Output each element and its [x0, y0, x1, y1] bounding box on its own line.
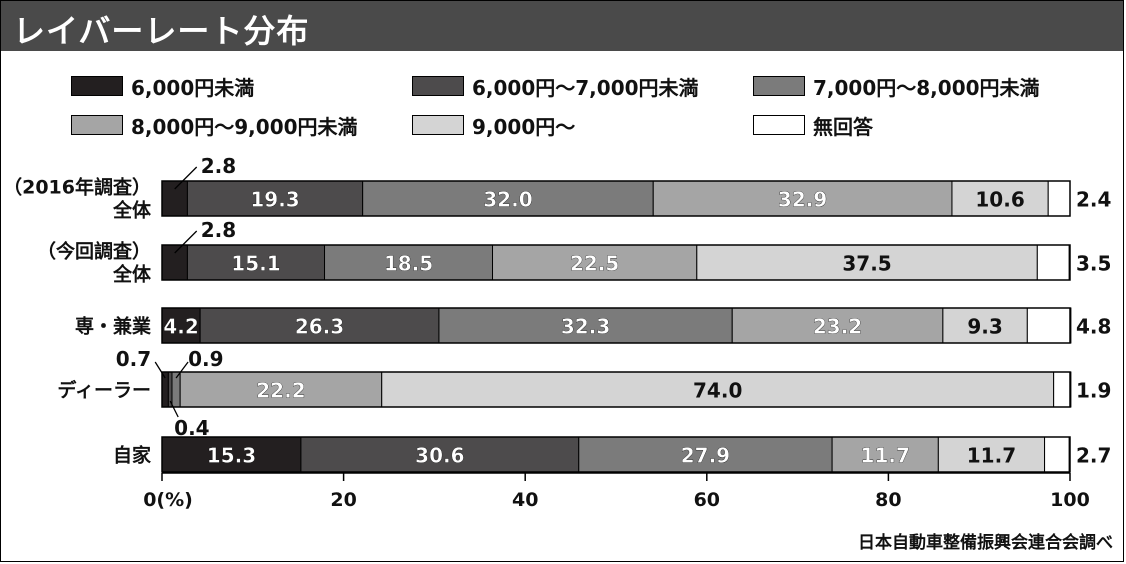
data-label: 32.3 — [561, 315, 610, 339]
bar-segment — [186, 180, 364, 217]
bar-segment — [1036, 244, 1070, 281]
bar-segment — [951, 180, 1049, 217]
data-label: 2.8 — [201, 154, 236, 178]
bar-segment — [324, 244, 494, 281]
bar-segment — [1047, 180, 1071, 217]
data-label: 19.3 — [250, 188, 299, 212]
category-label: 全体 — [112, 263, 152, 286]
category-label: （今回調査） — [37, 240, 151, 263]
data-label: 9.3 — [967, 315, 1002, 339]
bar-outline — [161, 307, 1071, 344]
data-label: 74.0 — [693, 379, 742, 403]
data-label: 3.5 — [1076, 252, 1111, 276]
data-label: 32.0 — [483, 188, 532, 212]
bar-segment — [161, 244, 188, 281]
data-label: 26.3 — [295, 315, 344, 339]
x-tick-label: 80 — [875, 489, 901, 511]
bar-outline — [161, 180, 1071, 217]
x-tick-label: 40 — [512, 489, 538, 511]
category-label: 全体 — [112, 199, 152, 222]
data-label: 22.2 — [256, 379, 305, 403]
callout-line — [175, 361, 189, 379]
legend-swatch — [753, 115, 805, 135]
bar-segment — [652, 180, 953, 217]
data-label: 15.1 — [231, 252, 280, 276]
bar-segment — [1053, 371, 1072, 408]
legend-item-9000-plus: 9,000円～ — [412, 114, 575, 139]
bar-segment — [492, 244, 698, 281]
legend-item-6000-7000: 6,000円～7,000円未満 — [412, 75, 699, 100]
x-tick-label: 100 — [1050, 489, 1090, 511]
legend-item-7000-8000: 7,000円～8,000円未満 — [753, 75, 1040, 100]
callout-line — [154, 361, 166, 379]
data-label: 2.7 — [1076, 444, 1111, 468]
legend-swatch — [412, 115, 464, 135]
data-label: 18.5 — [384, 252, 433, 276]
bar-segment — [578, 436, 833, 473]
data-label: 4.8 — [1076, 315, 1111, 339]
callout-line — [174, 166, 198, 190]
bar-segment — [161, 436, 302, 473]
callout-line — [174, 230, 198, 254]
source-note: 日本自動車整備振興会連合会調べ — [858, 533, 1113, 553]
data-label: 32.9 — [778, 188, 827, 212]
legend-label: 7,000円～8,000円未満 — [813, 75, 1040, 100]
legend-swatch — [71, 115, 123, 135]
data-label: 22.5 — [570, 252, 619, 276]
bar-outline — [161, 371, 1071, 408]
legend-item-no-answer: 無回答 — [753, 114, 873, 139]
bar-segment — [1044, 436, 1070, 473]
bar-segment — [161, 180, 188, 217]
legend-item-8000-9000: 8,000円～9,000円未満 — [71, 114, 358, 139]
legend-swatch — [71, 76, 123, 96]
data-label: 30.6 — [415, 444, 464, 468]
data-label: 10.6 — [975, 188, 1024, 212]
legend-label: 6,000円未満 — [131, 75, 255, 100]
data-label: 0.9 — [188, 347, 223, 371]
data-label: 1.9 — [1076, 379, 1111, 403]
legend-label: 8,000円～9,000円未満 — [131, 114, 358, 139]
data-label: 0.4 — [174, 416, 209, 440]
bar-segment — [942, 307, 1028, 344]
x-tick-label: 60 — [694, 489, 720, 511]
bar-segment — [186, 244, 326, 281]
legend-label: 9,000円～ — [472, 114, 576, 139]
title-bar: レイバーレート分布 — [1, 1, 1123, 51]
data-label: 27.9 — [681, 444, 730, 468]
data-label: 23.2 — [813, 315, 862, 339]
data-label: 4.2 — [163, 315, 198, 339]
data-label: 2.4 — [1076, 188, 1111, 212]
bar-segment — [179, 371, 383, 408]
bar-outline — [161, 436, 1071, 473]
category-label: （2016年調査） — [3, 176, 151, 199]
x-tick-label: 0(%) — [143, 489, 193, 511]
category-label: 専・兼業 — [75, 315, 152, 338]
x-tick-label: 20 — [330, 489, 356, 511]
data-label: 11.7 — [861, 444, 910, 468]
bar-outline — [161, 244, 1071, 281]
data-label: 37.5 — [842, 252, 891, 276]
chart-title: レイバーレート分布 — [13, 12, 310, 50]
legend-item-under-6000: 6,000円未満 — [71, 75, 254, 100]
callout-line — [169, 400, 179, 418]
legend-label: 無回答 — [813, 114, 873, 139]
legend-swatch — [412, 76, 464, 96]
data-label: 15.3 — [207, 444, 256, 468]
data-label: 0.7 — [116, 347, 151, 371]
legend-label: 6,000円～7,000円未満 — [472, 75, 699, 100]
bar-segment — [1026, 307, 1072, 344]
bar-segment — [362, 180, 654, 217]
category-label: ディーラー — [57, 379, 151, 402]
legend-swatch — [753, 76, 805, 96]
data-label: 2.8 — [201, 218, 236, 242]
bar-segment — [438, 307, 733, 344]
category-label: 自家 — [113, 444, 152, 467]
data-label: 11.7 — [967, 444, 1016, 468]
